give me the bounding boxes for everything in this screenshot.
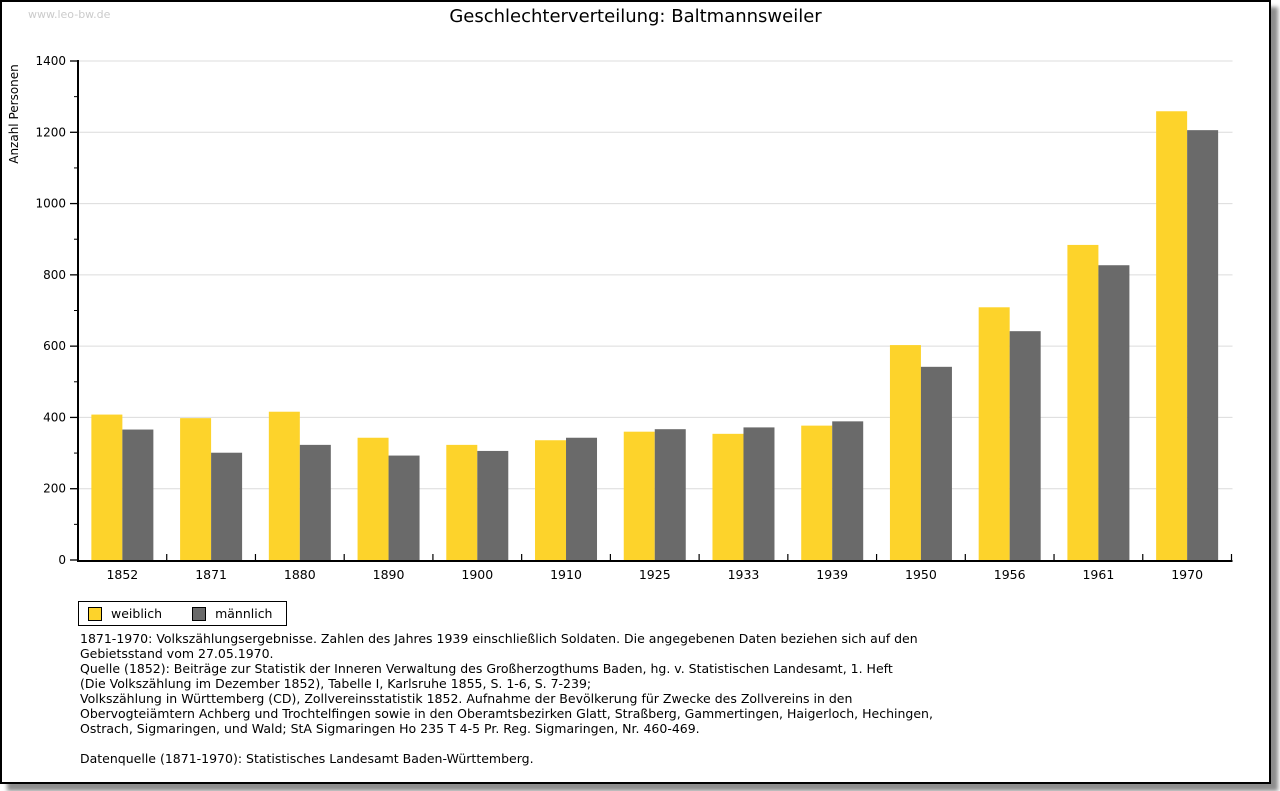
legend-item-maennlich: männlich bbox=[192, 606, 272, 621]
footnote-line: Obervogteiämtern Achberg und Trochtelfin… bbox=[80, 706, 933, 721]
footnote-line: Gebietsstand vom 27.05.1970. bbox=[80, 646, 274, 661]
y-axis-title: Anzahl Personen bbox=[7, 64, 21, 164]
x-category-label: 1950 bbox=[905, 567, 937, 582]
x-category-label: 1852 bbox=[106, 567, 138, 582]
bar-männlich-1933 bbox=[743, 427, 775, 560]
bar-weiblich-1970 bbox=[1156, 111, 1188, 560]
bar-weiblich-1961 bbox=[1067, 244, 1099, 560]
footnote-line: Quelle (1852): Beiträge zur Statistik de… bbox=[80, 661, 893, 676]
x-category-label: 1956 bbox=[994, 567, 1026, 582]
bar-männlich-1961 bbox=[1098, 265, 1130, 560]
y-tick-label: 1400 bbox=[35, 54, 66, 68]
legend-label-weiblich: weiblich bbox=[111, 606, 163, 621]
bar-weiblich-1880 bbox=[268, 411, 300, 560]
bar-männlich-1880 bbox=[299, 444, 331, 560]
y-tick-label: 800 bbox=[43, 268, 66, 282]
footnote-line: (Die Volkszählung im Dezember 1852), Tab… bbox=[80, 676, 592, 691]
bar-weiblich-1939 bbox=[801, 425, 833, 560]
bar-chart: 0 200 400 600 800 1000 1200 1400 1852 1871 1880 189… bbox=[7, 54, 1233, 582]
bar-weiblich-1933 bbox=[712, 433, 744, 560]
x-category-label: 1961 bbox=[1082, 567, 1114, 582]
page-title: Geschlechterverteilung: Baltmannsweiler bbox=[449, 6, 822, 27]
bar-männlich-1871 bbox=[211, 452, 243, 560]
bar-männlich-1925 bbox=[654, 429, 686, 560]
footnotes: 1871-1970: Volkszählungsergebnisse. Zahl… bbox=[80, 631, 933, 766]
bar-männlich-1852 bbox=[122, 429, 154, 560]
maennlich-swatch bbox=[192, 606, 207, 621]
bar-weiblich-1852 bbox=[91, 414, 123, 560]
x-category-label: 1910 bbox=[550, 567, 582, 582]
y-tick-label: 600 bbox=[43, 339, 66, 353]
x-category-label: 1880 bbox=[284, 567, 316, 582]
y-tick-label: 400 bbox=[43, 410, 66, 424]
legend-item-weiblich: weiblich bbox=[88, 606, 162, 621]
footnote-line: Ostrach, Sigmaringen, und Wald; StA Sigm… bbox=[80, 721, 700, 736]
bar-weiblich-1890 bbox=[357, 437, 389, 560]
y-tick-label: 0 bbox=[58, 553, 66, 567]
x-category-label: 1970 bbox=[1171, 567, 1203, 582]
bar-männlich-1939 bbox=[832, 421, 864, 560]
x-category-label: 1890 bbox=[373, 567, 405, 582]
watermark: www.leo-bw.de bbox=[28, 8, 111, 21]
bar-weiblich-1900 bbox=[446, 444, 478, 560]
bar-weiblich-1950 bbox=[889, 345, 921, 560]
legend-label-maennlich: männlich bbox=[215, 606, 273, 621]
bar-männlich-1950 bbox=[920, 366, 952, 560]
bar-männlich-1900 bbox=[477, 450, 509, 560]
x-category-label: 1925 bbox=[639, 567, 671, 582]
bar-weiblich-1956 bbox=[978, 307, 1010, 560]
x-category-label: 1939 bbox=[816, 567, 848, 582]
legend: weiblich männlich bbox=[78, 601, 288, 626]
bar-weiblich-1871 bbox=[180, 418, 212, 560]
y-tick-label: 1200 bbox=[35, 125, 66, 139]
bar-männlich-1956 bbox=[1009, 331, 1041, 560]
x-category-label: 1900 bbox=[461, 567, 493, 582]
bar-männlich-1910 bbox=[566, 437, 598, 560]
x-category-label: 1871 bbox=[195, 567, 227, 582]
datasource-line: Datenquelle (1871-1970): Statistisches L… bbox=[80, 751, 534, 766]
y-tick-label: 1000 bbox=[35, 197, 66, 211]
footnote-line: Volkszählung in Württemberg (CD), Zollve… bbox=[80, 691, 853, 706]
x-category-label: 1933 bbox=[728, 567, 760, 582]
footnote-line: 1871-1970: Volkszählungsergebnisse. Zahl… bbox=[80, 631, 918, 646]
bar-weiblich-1925 bbox=[623, 431, 655, 560]
weiblich-swatch bbox=[88, 606, 102, 621]
bar-weiblich-1910 bbox=[535, 440, 567, 560]
y-tick-label: 200 bbox=[43, 482, 66, 496]
bar-männlich-1970 bbox=[1187, 130, 1219, 560]
bar-männlich-1890 bbox=[388, 455, 420, 560]
